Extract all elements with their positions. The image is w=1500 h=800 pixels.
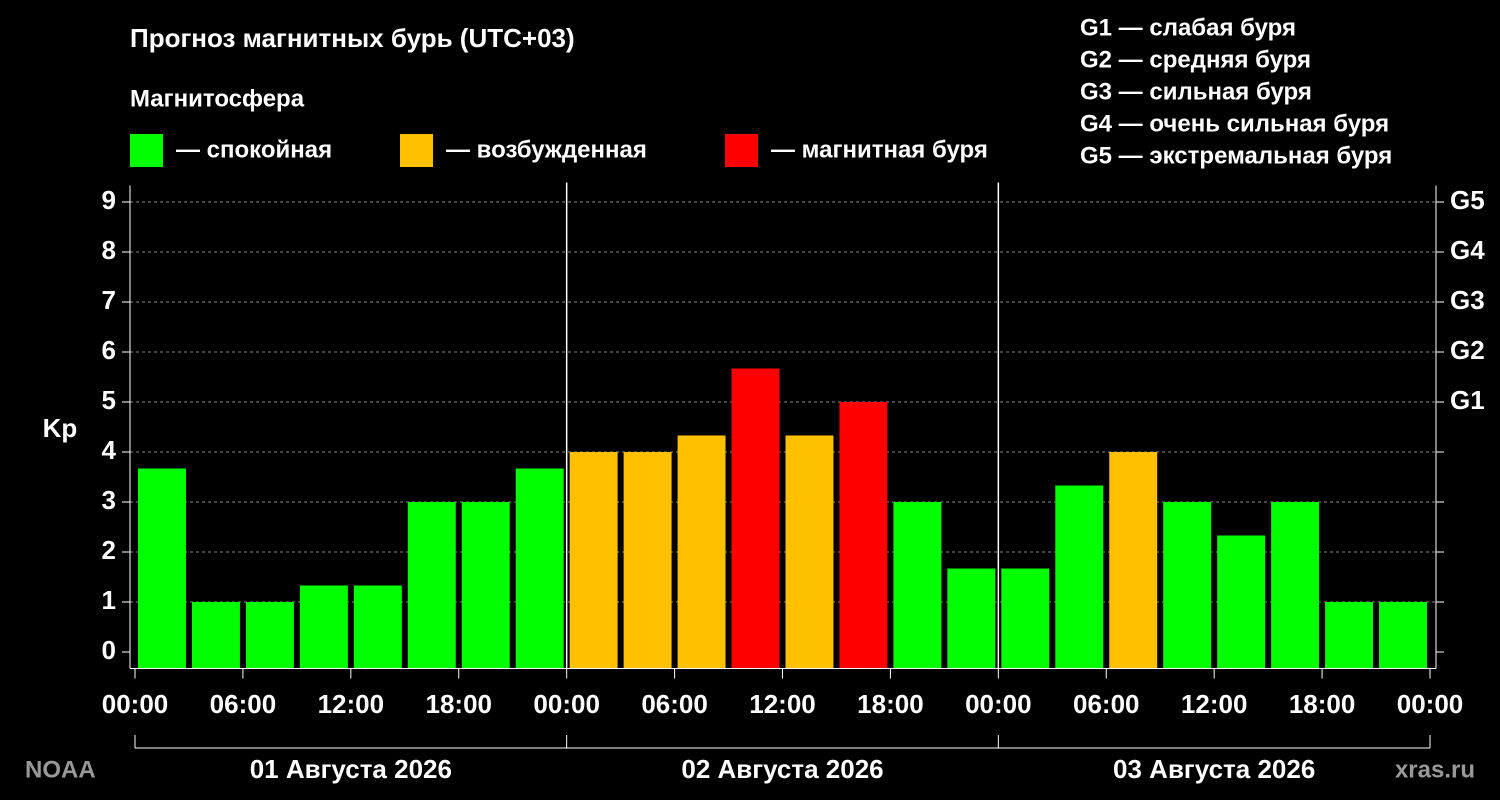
x-tick-label: 00:00 <box>102 689 169 719</box>
credit: xras.ru <box>1395 756 1475 783</box>
bar <box>461 502 510 669</box>
bar <box>299 585 348 669</box>
bar <box>407 502 456 669</box>
y-tick-label: 0 <box>102 635 116 665</box>
y2-tick-label: G4 <box>1450 235 1485 265</box>
bar <box>245 602 294 669</box>
y-tick-label: 5 <box>102 385 116 415</box>
y-tick-label: 8 <box>102 235 116 265</box>
x-tick-label: 06:00 <box>210 689 277 719</box>
x-tick-label: 12:00 <box>318 689 385 719</box>
source: NOAA <box>25 756 96 783</box>
x-tick-label: 18:00 <box>1289 689 1356 719</box>
x-tick-label: 06:00 <box>641 689 708 719</box>
bar <box>1001 568 1050 669</box>
bar <box>947 568 996 669</box>
legend-label: — возбужденная <box>446 136 647 163</box>
bar <box>1055 485 1104 669</box>
bar <box>1163 502 1212 669</box>
y-tick-label: 3 <box>102 485 116 515</box>
bar <box>731 368 780 669</box>
bar <box>1271 502 1320 669</box>
x-tick-label: 12:00 <box>749 689 816 719</box>
chart-title: Прогноз магнитных бурь (UTC+03) <box>130 23 575 53</box>
y-tick-label: 1 <box>102 585 116 615</box>
scale-legend-item: G5 — экстремальная буря <box>1080 142 1392 169</box>
y-tick-label: 2 <box>102 535 116 565</box>
day-label: 01 Августа 2026 <box>250 754 452 784</box>
scale-legend-item: G1 — слабая буря <box>1080 14 1296 41</box>
x-tick-label: 06:00 <box>1073 689 1140 719</box>
legend-swatch <box>725 134 758 167</box>
legend-label: — магнитная буря <box>771 136 988 163</box>
y2-tick-label: G2 <box>1450 335 1485 365</box>
x-tick-label: 12:00 <box>1181 689 1248 719</box>
y-tick-label: 7 <box>102 285 116 315</box>
x-tick-label: 00:00 <box>1397 689 1464 719</box>
legend-swatch <box>400 134 433 167</box>
y2-tick-label: G5 <box>1450 185 1485 215</box>
scale-legend-item: G4 — очень сильная буря <box>1080 110 1389 137</box>
bar <box>839 402 888 669</box>
bar <box>569 452 618 669</box>
bar <box>515 468 564 669</box>
bar <box>677 435 726 669</box>
bar <box>1109 452 1158 669</box>
x-tick-label: 18:00 <box>426 689 493 719</box>
bar <box>1379 602 1427 669</box>
legend-swatch <box>130 134 163 167</box>
bar <box>191 602 240 669</box>
y-tick-label: 4 <box>102 435 117 465</box>
x-tick-label: 18:00 <box>857 689 924 719</box>
bar <box>623 452 672 669</box>
bar <box>1325 602 1374 669</box>
y2-tick-label: G3 <box>1450 285 1485 315</box>
day-label: 03 Августа 2026 <box>1113 754 1315 784</box>
legend-label: — спокойная <box>176 136 332 163</box>
legend-title: Магнитосфера <box>130 85 305 112</box>
bar <box>138 468 186 669</box>
bar <box>353 585 402 669</box>
scale-legend-item: G3 — сильная буря <box>1080 78 1312 105</box>
y2-tick-label: G1 <box>1450 385 1485 415</box>
bar <box>785 435 834 669</box>
y-axis-label: Kp <box>43 413 78 443</box>
y-tick-label: 9 <box>102 185 116 215</box>
y-tick-label: 6 <box>102 335 116 365</box>
bar <box>893 502 942 669</box>
bar <box>1217 535 1266 669</box>
x-tick-label: 00:00 <box>533 689 600 719</box>
day-label: 02 Августа 2026 <box>681 754 883 784</box>
scale-legend-item: G2 — средняя буря <box>1080 46 1311 73</box>
x-tick-label: 00:00 <box>965 689 1032 719</box>
